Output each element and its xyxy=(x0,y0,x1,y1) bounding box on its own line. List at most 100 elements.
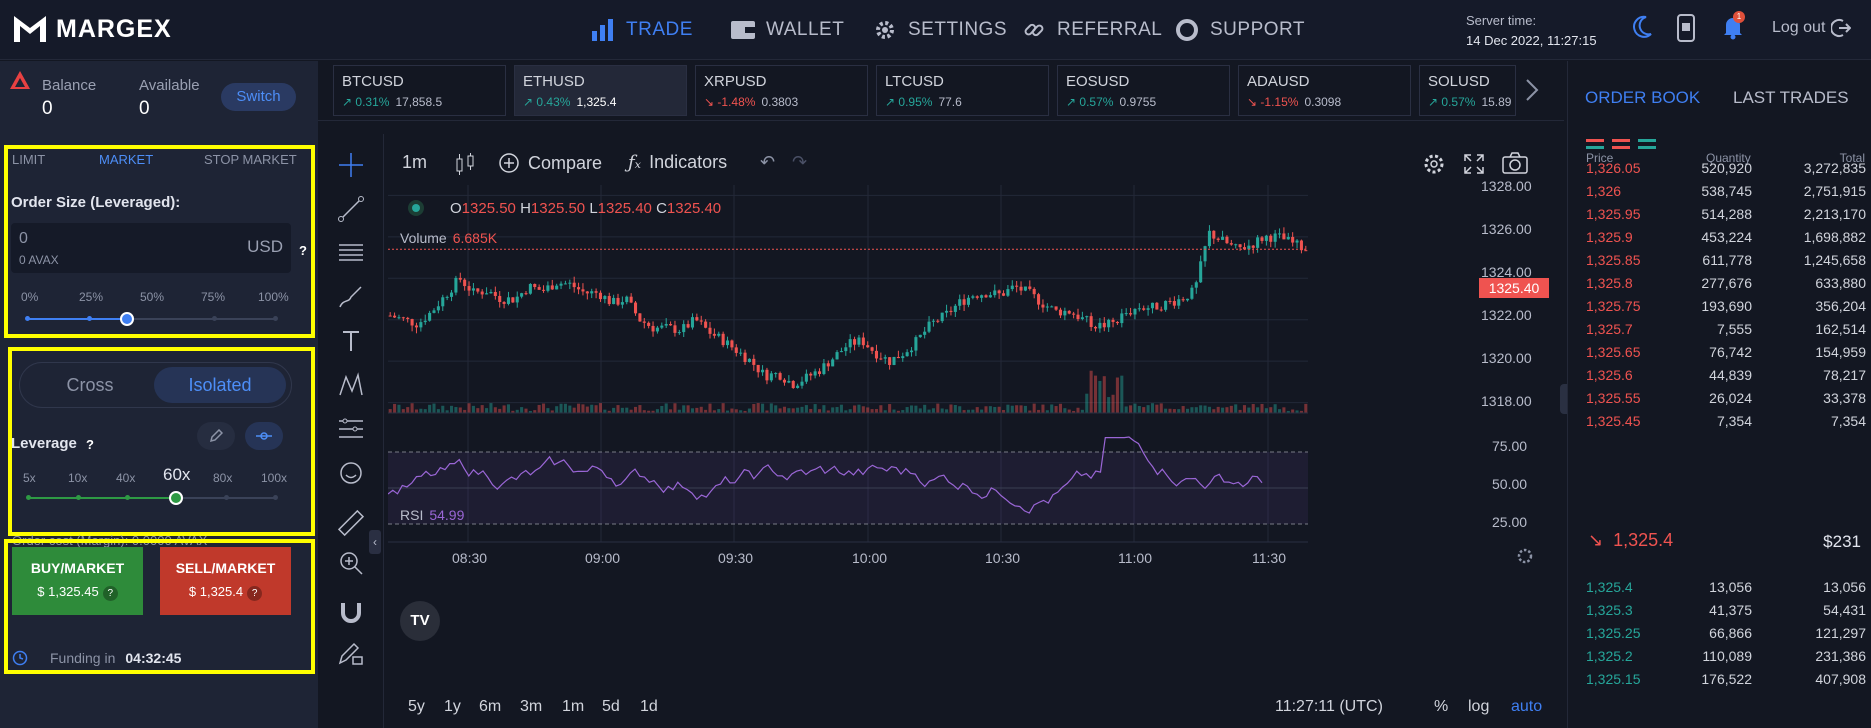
leverage-option[interactable]: 40x xyxy=(116,471,136,485)
pct-label[interactable]: 100% xyxy=(258,290,289,304)
ask-row[interactable]: 1,325.7 7,555 162,514 xyxy=(1586,318,1866,341)
lock-drawings-tool[interactable] xyxy=(336,638,366,668)
book-view-asks-button[interactable] xyxy=(1612,137,1630,156)
leverage-help-icon[interactable]: ? xyxy=(86,437,94,452)
size-slider-track[interactable] xyxy=(27,318,277,320)
ask-row[interactable]: 1,325.95 514,288 2,213,170 xyxy=(1586,203,1866,226)
range-1y[interactable]: 1y xyxy=(444,698,461,715)
leverage-option[interactable]: 10x xyxy=(68,471,88,485)
tradingview-logo[interactable]: TV xyxy=(400,601,440,641)
ask-row[interactable]: 1,325.9 453,224 1,698,882 xyxy=(1586,226,1866,249)
tab-stop-market[interactable]: STOP MARKET xyxy=(204,152,297,167)
zoom-tool[interactable] xyxy=(336,548,366,578)
interval-button[interactable]: 1m xyxy=(402,152,428,172)
ticker-xrpusd[interactable]: XRPUSD ↘ -1.48% 0.3803 xyxy=(695,65,868,116)
ticker-next-button[interactable] xyxy=(1525,78,1539,107)
nav-referral[interactable]: REFERRAL xyxy=(1021,0,1162,60)
order-size-input[interactable]: 0 0 AVAX USD xyxy=(11,223,291,273)
buy-help-icon[interactable]: ? xyxy=(102,586,118,601)
fib-tool[interactable] xyxy=(336,238,366,268)
range-1m[interactable]: 1m xyxy=(562,698,585,715)
mobile-app-button[interactable] xyxy=(1676,14,1696,44)
leverage-slider-knob[interactable] xyxy=(169,491,183,505)
magnet-tool[interactable] xyxy=(336,598,366,628)
logout-button[interactable]: Log out xyxy=(1772,18,1852,38)
ask-row[interactable]: 1,325.75 193,690 356,204 xyxy=(1586,295,1866,318)
pct-label[interactable]: 75% xyxy=(201,290,226,304)
brush-tool[interactable] xyxy=(336,282,366,312)
ask-row[interactable]: 1,325.45 7,354 7,354 xyxy=(1586,410,1866,433)
logo[interactable]: MARGEX xyxy=(12,12,172,46)
chart-settings-button[interactable] xyxy=(1422,152,1446,176)
pct-label[interactable]: 25% xyxy=(79,290,104,304)
ask-row[interactable]: 1,325.55 26,024 33,378 xyxy=(1586,387,1866,410)
pct-label[interactable]: 50% xyxy=(140,290,165,304)
fullscreen-button[interactable] xyxy=(1462,152,1486,176)
utc-clock[interactable]: 11:27:11 (UTC) xyxy=(1275,698,1383,715)
chart-canvas[interactable] xyxy=(388,185,1560,728)
ticker-btcusd[interactable]: BTCUSD ↗ 0.31% 17,858.5 xyxy=(333,65,506,116)
ask-row[interactable]: 1,326.05 520,920 3,272,835 xyxy=(1586,157,1866,180)
sell-help-icon[interactable]: ? xyxy=(247,586,263,601)
nav-settings[interactable]: SETTINGS xyxy=(872,0,1007,60)
leverage-option[interactable]: 5x xyxy=(23,471,36,485)
snapshot-button[interactable] xyxy=(1502,152,1528,174)
tab-market[interactable]: MARKET xyxy=(99,152,154,167)
tab-last-trades[interactable]: LAST TRADES xyxy=(1733,88,1849,107)
collapse-toolbar-button[interactable]: ‹ xyxy=(369,530,381,554)
ask-row[interactable]: 1,325.65 76,742 154,959 xyxy=(1586,341,1866,364)
buy-market-button[interactable]: BUY/MARKET $ 1,325.45? xyxy=(12,547,143,615)
emoji-tool[interactable] xyxy=(336,458,366,488)
nav-wallet[interactable]: WALLET xyxy=(730,0,844,60)
range-5d[interactable]: 5d xyxy=(602,698,620,715)
pct-label[interactable]: 0% xyxy=(21,290,39,304)
prediction-tool[interactable] xyxy=(336,414,366,444)
theme-toggle[interactable] xyxy=(1632,14,1654,44)
range-6m[interactable]: 6m xyxy=(479,698,502,715)
ticker-ethusd[interactable]: ETHUSD ↗ 0.43% 1,325.4 xyxy=(514,65,687,116)
tab-order-book[interactable]: ORDER BOOK xyxy=(1585,88,1701,107)
undo-button[interactable]: ↶ xyxy=(760,152,775,173)
range-1d[interactable]: 1d xyxy=(640,698,658,715)
text-tool[interactable] xyxy=(336,326,366,356)
leverage-option[interactable]: 80x xyxy=(213,471,233,485)
indicators-button[interactable]: ƒₓ Indicators xyxy=(628,152,727,173)
ask-row[interactable]: 1,325.6 44,839 78,217 xyxy=(1586,364,1866,387)
pattern-tool[interactable] xyxy=(336,370,366,400)
auto-scale-toggle[interactable]: auto xyxy=(1511,698,1543,715)
book-view-both-button[interactable] xyxy=(1586,137,1604,156)
ruler-tool[interactable] xyxy=(336,508,366,538)
cross-option[interactable]: Cross xyxy=(66,375,114,395)
book-view-bids-button[interactable] xyxy=(1638,137,1656,156)
switch-account-button[interactable]: Switch xyxy=(221,83,296,111)
tab-limit[interactable]: LIMIT xyxy=(12,152,46,167)
ask-row[interactable]: 1,325.8 277,676 633,880 xyxy=(1586,272,1866,295)
bid-row[interactable]: 1,325.25 66,866 121,297 xyxy=(1586,622,1866,645)
log-scale-toggle[interactable]: log xyxy=(1468,698,1490,715)
ticker-solusd[interactable]: SOLUSD ↗ 0.57% 15.89 xyxy=(1419,65,1516,116)
bid-row[interactable]: 1,325.3 41,375 54,431 xyxy=(1586,599,1866,622)
bid-row[interactable]: 1,325.4 13,056 13,056 xyxy=(1586,576,1866,599)
compare-button[interactable]: Compare xyxy=(498,152,602,174)
nav-trade[interactable]: TRADE xyxy=(590,0,693,60)
nav-support[interactable]: SUPPORT xyxy=(1174,0,1305,60)
sell-market-button[interactable]: SELL/MARKET $ 1,325.4? xyxy=(160,547,291,615)
percent-scale-toggle[interactable]: % xyxy=(1434,698,1449,715)
ticker-eosusd[interactable]: EOSUSD ↗ 0.57% 0.9755 xyxy=(1057,65,1230,116)
ask-row[interactable]: 1,325.85 611,778 1,245,658 xyxy=(1586,249,1866,272)
range-5y[interactable]: 5y xyxy=(408,698,425,715)
price-chart[interactable]: O1325.50 H1325.50 L1325.40 C1325.40 Volu… xyxy=(388,178,1560,728)
ticker-adausd[interactable]: ADAUSD ↘ -1.15% 0.3098 xyxy=(1238,65,1411,116)
notifications-button[interactable]: 1 xyxy=(1722,11,1745,44)
ask-row[interactable]: 1,326 538,745 2,751,915 xyxy=(1586,180,1866,203)
leverage-slider-mode-button[interactable] xyxy=(245,422,283,450)
chart-type-button[interactable] xyxy=(454,152,476,176)
isolated-option[interactable]: Isolated xyxy=(154,367,286,403)
crosshair-tool[interactable] xyxy=(336,150,366,180)
leverage-edit-button[interactable] xyxy=(197,422,235,450)
bid-row[interactable]: 1,325.2 110,089 231,386 xyxy=(1586,645,1866,668)
trendline-tool[interactable] xyxy=(336,194,366,224)
leverage-option-selected[interactable]: 60x xyxy=(163,465,191,484)
bid-row[interactable]: 1,325.15 176,522 407,908 xyxy=(1586,668,1866,691)
size-slider-knob[interactable] xyxy=(120,312,134,326)
